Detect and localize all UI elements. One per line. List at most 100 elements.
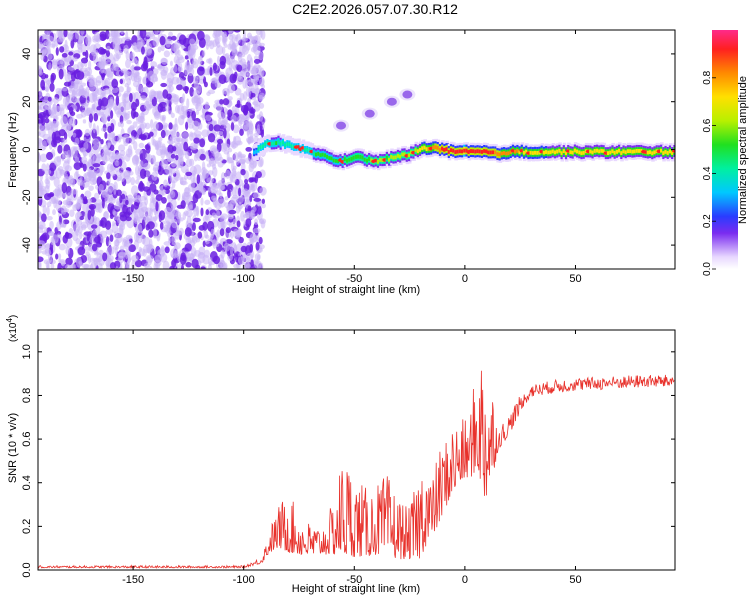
- ridge-cell: [458, 149, 463, 154]
- noise-speckle: [109, 234, 114, 242]
- noise-speckle: [86, 233, 90, 242]
- noise-speckle: [169, 60, 173, 67]
- colorbar-tick-label: 0.4: [702, 166, 713, 180]
- noise-speckle: [202, 240, 206, 248]
- noise-speckle: [64, 165, 72, 172]
- noise-speckle: [240, 245, 248, 253]
- noise-speckle: [104, 220, 112, 230]
- noise-speckle: [238, 256, 245, 265]
- noise-speckle: [61, 182, 68, 194]
- noise-speckle: [250, 181, 258, 192]
- noise-speckle: [139, 153, 144, 161]
- noise-speckle: [49, 82, 55, 92]
- noise-speckle: [235, 159, 239, 166]
- noise-speckle: [107, 182, 115, 193]
- noise-speckle: [219, 99, 224, 105]
- ridge-cell: [660, 148, 664, 153]
- noise-speckle: [39, 153, 48, 163]
- noise-speckle: [197, 231, 203, 239]
- noise-speckle: [38, 89, 43, 99]
- noise-speckle: [197, 30, 205, 41]
- noise-speckle: [96, 125, 100, 136]
- noise-speckle: [133, 66, 142, 71]
- ridge-cell: [573, 148, 578, 153]
- colorbar-ticks: 0.0 0.2 0.4 0.6 0.8: [702, 70, 716, 276]
- noise-speckle: [130, 177, 136, 186]
- noise-speckle: [43, 95, 50, 103]
- noise-speckle: [221, 30, 229, 33]
- ridge-cell: [646, 150, 651, 155]
- noise-speckle: [91, 243, 98, 252]
- noise-speckle: [38, 152, 41, 163]
- noise-speckle: [150, 61, 158, 68]
- noise-speckle: [91, 128, 98, 140]
- ridge-cell: [396, 153, 401, 158]
- noise-speckle: [216, 131, 224, 136]
- noise-speckle: [236, 64, 243, 73]
- noise-speckle: [57, 253, 62, 260]
- noise-speckle: [86, 169, 94, 179]
- noise-speckle: [220, 213, 229, 220]
- noise-speckle: [52, 209, 56, 216]
- ridge-cell: [558, 148, 562, 153]
- ridge-cell: [255, 149, 259, 154]
- ridge-cell: [421, 146, 425, 151]
- ridge-cell: [509, 150, 514, 154]
- noise-speckle: [80, 147, 86, 154]
- noise-speckle: [44, 243, 52, 249]
- ridge-cell: [476, 149, 481, 154]
- noise-speckle: [245, 157, 251, 164]
- noise-speckle: [226, 156, 233, 164]
- ridge-cell: [500, 151, 505, 156]
- noise-speckle: [130, 204, 134, 213]
- noise-speckle: [231, 160, 235, 172]
- noise-speckle: [172, 145, 177, 152]
- ridge-cell: [328, 156, 332, 160]
- ridge-cell: [611, 149, 615, 154]
- noise-speckle: [186, 110, 191, 119]
- noise-speckle: [139, 134, 147, 140]
- noise-speckle: [250, 259, 254, 267]
- noise-speckle: [215, 45, 224, 56]
- noise-speckle: [123, 112, 128, 122]
- noise-speckle: [253, 58, 261, 64]
- noise-speckle: [41, 163, 47, 172]
- noise-speckle: [176, 54, 184, 61]
- ridge-cell: [478, 149, 483, 154]
- noise-speckle: [113, 102, 118, 112]
- noise-speckle: [180, 180, 188, 186]
- ridge-cell: [303, 147, 308, 152]
- noise-speckle: [232, 136, 237, 145]
- noise-speckle: [101, 152, 107, 162]
- ridge-cell: [312, 151, 317, 156]
- ridge-cell: [387, 157, 392, 162]
- noise-speckle: [145, 243, 154, 253]
- ridge-cell: [668, 149, 673, 154]
- ridge-cell: [626, 149, 631, 154]
- noise-speckle: [185, 158, 193, 168]
- noise-speckle: [206, 177, 214, 184]
- noise-speckle: [46, 215, 53, 221]
- y-tick-label: 0.6: [21, 431, 33, 446]
- noise-speckle: [152, 227, 157, 239]
- noise-speckle: [242, 120, 250, 130]
- noise-speckle: [195, 85, 202, 94]
- noise-speckle: [222, 37, 227, 42]
- noise-speckle: [225, 227, 232, 234]
- noise-speckle: [253, 227, 261, 234]
- noise-speckle: [192, 222, 196, 232]
- noise-speckle: [113, 184, 117, 195]
- noise-speckle: [99, 165, 104, 175]
- noise-speckle: [95, 184, 99, 190]
- noise-speckle: [80, 109, 87, 118]
- noise-speckle: [74, 137, 80, 146]
- noise-speckle: [79, 85, 84, 93]
- noise-speckle: [65, 257, 73, 266]
- ridge-cell: [452, 148, 456, 153]
- noise-speckle: [44, 117, 50, 124]
- noise-speckle: [127, 144, 133, 156]
- noise-speckle: [99, 236, 105, 244]
- multiplier-base: (x10: [8, 322, 19, 342]
- noise-speckle: [167, 139, 175, 145]
- ridge-cell: [533, 150, 538, 155]
